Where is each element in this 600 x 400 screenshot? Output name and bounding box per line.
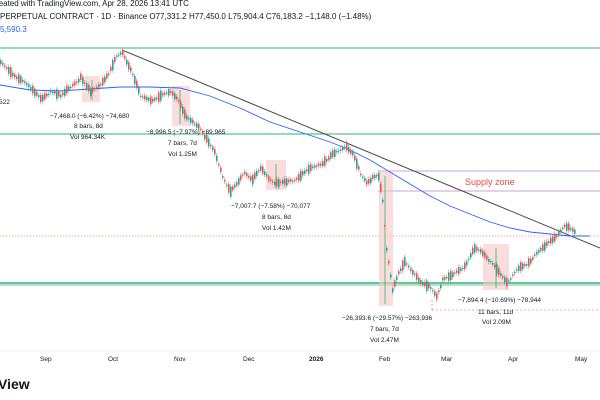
svg-text:8 bars, 8d: 8 bars, 8d	[74, 123, 103, 130]
svg-text:Vol 1.42M: Vol 1.42M	[262, 225, 291, 232]
ma-legend: 5,590.3	[0, 12, 600, 34]
ma-value: 5,590.3	[0, 25, 27, 34]
svg-text:8 bars, 8d: 8 bars, 8d	[262, 214, 291, 221]
x-tick-feb: Feb	[379, 356, 391, 363]
chart-header: reated with TradingView.com, Apr 28, 202…	[0, 0, 600, 12]
moving-average-line	[0, 84, 590, 237]
svg-text:7 bars, 7d: 7 bars, 7d	[370, 326, 399, 333]
supply-zone-label: Supply zone	[465, 177, 515, 187]
svg-text:Vol 2.09M: Vol 2.09M	[482, 319, 511, 326]
x-tick-apr: Apr	[508, 356, 519, 363]
svg-text:−26,393.6 (−29.57%) −263,936: −26,393.6 (−29.57%) −263,936	[342, 315, 433, 322]
svg-text:7 bars, 7d: 7 bars, 7d	[168, 140, 197, 147]
svg-text:Vol 1.25M: Vol 1.25M	[168, 151, 197, 158]
created-with-label: reated with TradingView.com, Apr 28, 202…	[0, 0, 189, 8]
svg-text:Vol 964.34K: Vol 964.34K	[70, 134, 106, 141]
range-box-4	[379, 172, 393, 306]
x-tick-sep: Sep	[40, 356, 52, 363]
candlestick-series	[0, 47, 576, 303]
svg-text:Vol 2.47M: Vol 2.47M	[370, 337, 399, 344]
svg-text:11 bars, 11d: 11 bars, 11d	[478, 309, 514, 316]
svg-text:−7,007.7 (−7.58%) −70,077: −7,007.7 (−7.58%) −70,077	[231, 203, 311, 210]
x-tick-may: May	[575, 356, 588, 363]
tradingview-logo-text: View	[0, 376, 30, 392]
x-tick-oct: Oct	[108, 356, 118, 363]
x-tick-dec: Dec	[243, 356, 255, 363]
x-tick-nov: Nov	[174, 356, 186, 363]
symbol-ohlc-legend: PERPETUAL CONTRACT · 1D · Binance O77,33…	[0, 12, 372, 21]
svg-text:522: 522	[0, 99, 10, 106]
downtrend-line	[121, 49, 600, 249]
svg-text:−8,996.5 (−7.97%) −89,965: −8,996.5 (−7.97%) −89,965	[146, 129, 226, 136]
footer-bar: View	[0, 372, 600, 400]
svg-text:−7,468.0 (−6.42%) −74,680: −7,468.0 (−6.42%) −74,680	[50, 113, 130, 120]
x-tick-mar: Mar	[441, 356, 453, 363]
svg-text:−7,894.4 (−10.69%) −78,944: −7,894.4 (−10.69%) −78,944	[458, 297, 541, 304]
x-tick-2026: 2026	[309, 356, 324, 363]
